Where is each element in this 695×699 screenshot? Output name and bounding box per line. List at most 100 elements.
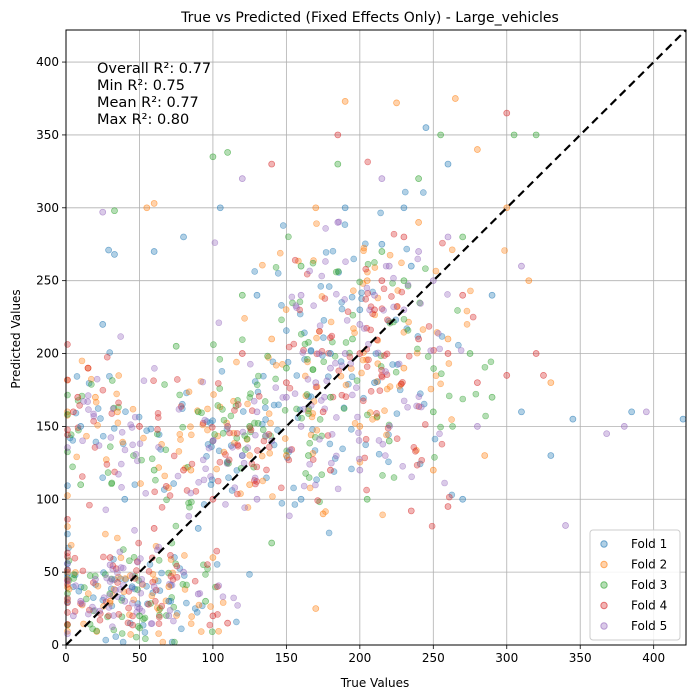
- cloud-point: [148, 620, 156, 627]
- cloud-point: [325, 283, 333, 290]
- cloud-point: [389, 279, 396, 287]
- data-point: [136, 605, 143, 612]
- data-point: [429, 466, 437, 474]
- cloud-point: [251, 378, 259, 385]
- data-point: [334, 160, 342, 168]
- cloud-point: [435, 330, 442, 337]
- data-point: [474, 146, 481, 153]
- cloud-point: [326, 334, 334, 341]
- legend: Fold 1 Fold 2 Fold 3 Fold 4 Fold 5: [589, 529, 681, 641]
- legend-marker: [600, 581, 608, 589]
- cloud-point: [353, 384, 360, 391]
- cloud-point: [355, 437, 363, 444]
- cloud-point: [73, 453, 81, 461]
- cloud-point: [103, 461, 111, 468]
- cloud-point: [343, 317, 351, 324]
- cloud-point: [375, 450, 383, 458]
- cloud-point: [380, 307, 387, 314]
- cloud-point: [187, 423, 194, 431]
- data-point: [459, 495, 467, 503]
- cloud-point: [247, 426, 255, 434]
- cloud-point: [320, 317, 328, 324]
- data-point: [297, 495, 305, 503]
- cloud-point: [306, 460, 313, 468]
- cloud-point: [351, 420, 359, 427]
- cloud-point: [436, 430, 443, 438]
- cloud-point: [320, 334, 327, 341]
- cloud-point: [233, 430, 241, 437]
- data-point: [224, 619, 231, 627]
- cloud-point: [395, 360, 403, 368]
- data-point: [297, 423, 305, 430]
- cloud-point: [199, 378, 207, 386]
- cloud-point: [208, 476, 216, 484]
- cloud-point: [279, 394, 287, 401]
- cloud-point: [267, 419, 274, 427]
- data-point: [99, 321, 107, 328]
- cloud-point: [167, 552, 174, 559]
- cloud-point: [118, 484, 125, 491]
- data-point: [385, 262, 393, 270]
- cloud-point: [422, 265, 429, 272]
- cloud-point: [170, 617, 177, 625]
- cloud-point: [418, 456, 426, 464]
- cloud-point: [145, 601, 152, 608]
- cloud-point: [463, 321, 471, 328]
- cloud-point: [226, 429, 233, 437]
- data-point: [216, 204, 224, 212]
- cloud-point: [304, 358, 311, 366]
- series-2: [84, 95, 555, 612]
- cloud-point: [297, 330, 305, 338]
- cloud-point: [427, 385, 435, 393]
- cloud-point: [266, 443, 273, 451]
- cloud-point: [264, 352, 271, 360]
- cloud-point: [95, 442, 103, 449]
- cloud-point: [329, 247, 337, 255]
- cloud-point: [102, 506, 110, 514]
- cloud-point: [140, 434, 147, 442]
- data-point: [253, 291, 261, 299]
- cloud-point: [141, 629, 149, 636]
- data-point: [341, 350, 349, 357]
- cloud-point: [366, 306, 373, 314]
- x-axis-ticks: 0 50 100 150 200 250 300 350 400: [62, 645, 665, 665]
- data-point: [510, 131, 518, 139]
- cloud-point: [207, 603, 214, 610]
- cloud-point: [448, 246, 456, 254]
- cloud-point: [305, 338, 312, 346]
- cloud-point: [173, 562, 181, 570]
- cloud-point: [313, 220, 320, 227]
- cloud-point: [338, 305, 346, 313]
- cloud-point: [210, 341, 217, 348]
- cloud-point: [161, 381, 168, 388]
- cloud-point: [367, 387, 375, 395]
- cloud-point: [130, 596, 137, 604]
- cloud-point: [90, 594, 97, 601]
- cloud-point: [239, 408, 247, 415]
- cloud-point: [427, 347, 435, 354]
- data-point: [415, 175, 422, 182]
- data-point: [319, 510, 327, 518]
- data-point: [407, 262, 415, 270]
- cloud-point: [263, 466, 270, 474]
- cloud-point: [401, 188, 409, 196]
- cloud-point: [89, 625, 96, 633]
- data-point: [297, 291, 305, 299]
- cloud-point: [133, 567, 140, 574]
- cloud-point: [134, 600, 142, 607]
- legend-label: Fold 4: [631, 599, 667, 613]
- cloud-point: [94, 582, 102, 590]
- cloud-point: [431, 435, 439, 443]
- cloud-point: [86, 572, 94, 579]
- cloud-point: [393, 410, 401, 417]
- cloud-point: [313, 426, 321, 434]
- data-point: [187, 466, 195, 474]
- cloud-point: [67, 541, 75, 549]
- cloud-point: [136, 440, 144, 447]
- cloud-point: [171, 554, 178, 561]
- data-points: [64, 95, 687, 646]
- cloud-point: [448, 491, 456, 499]
- cloud-point: [110, 612, 117, 619]
- data-point: [150, 466, 158, 474]
- cloud-point: [272, 384, 280, 391]
